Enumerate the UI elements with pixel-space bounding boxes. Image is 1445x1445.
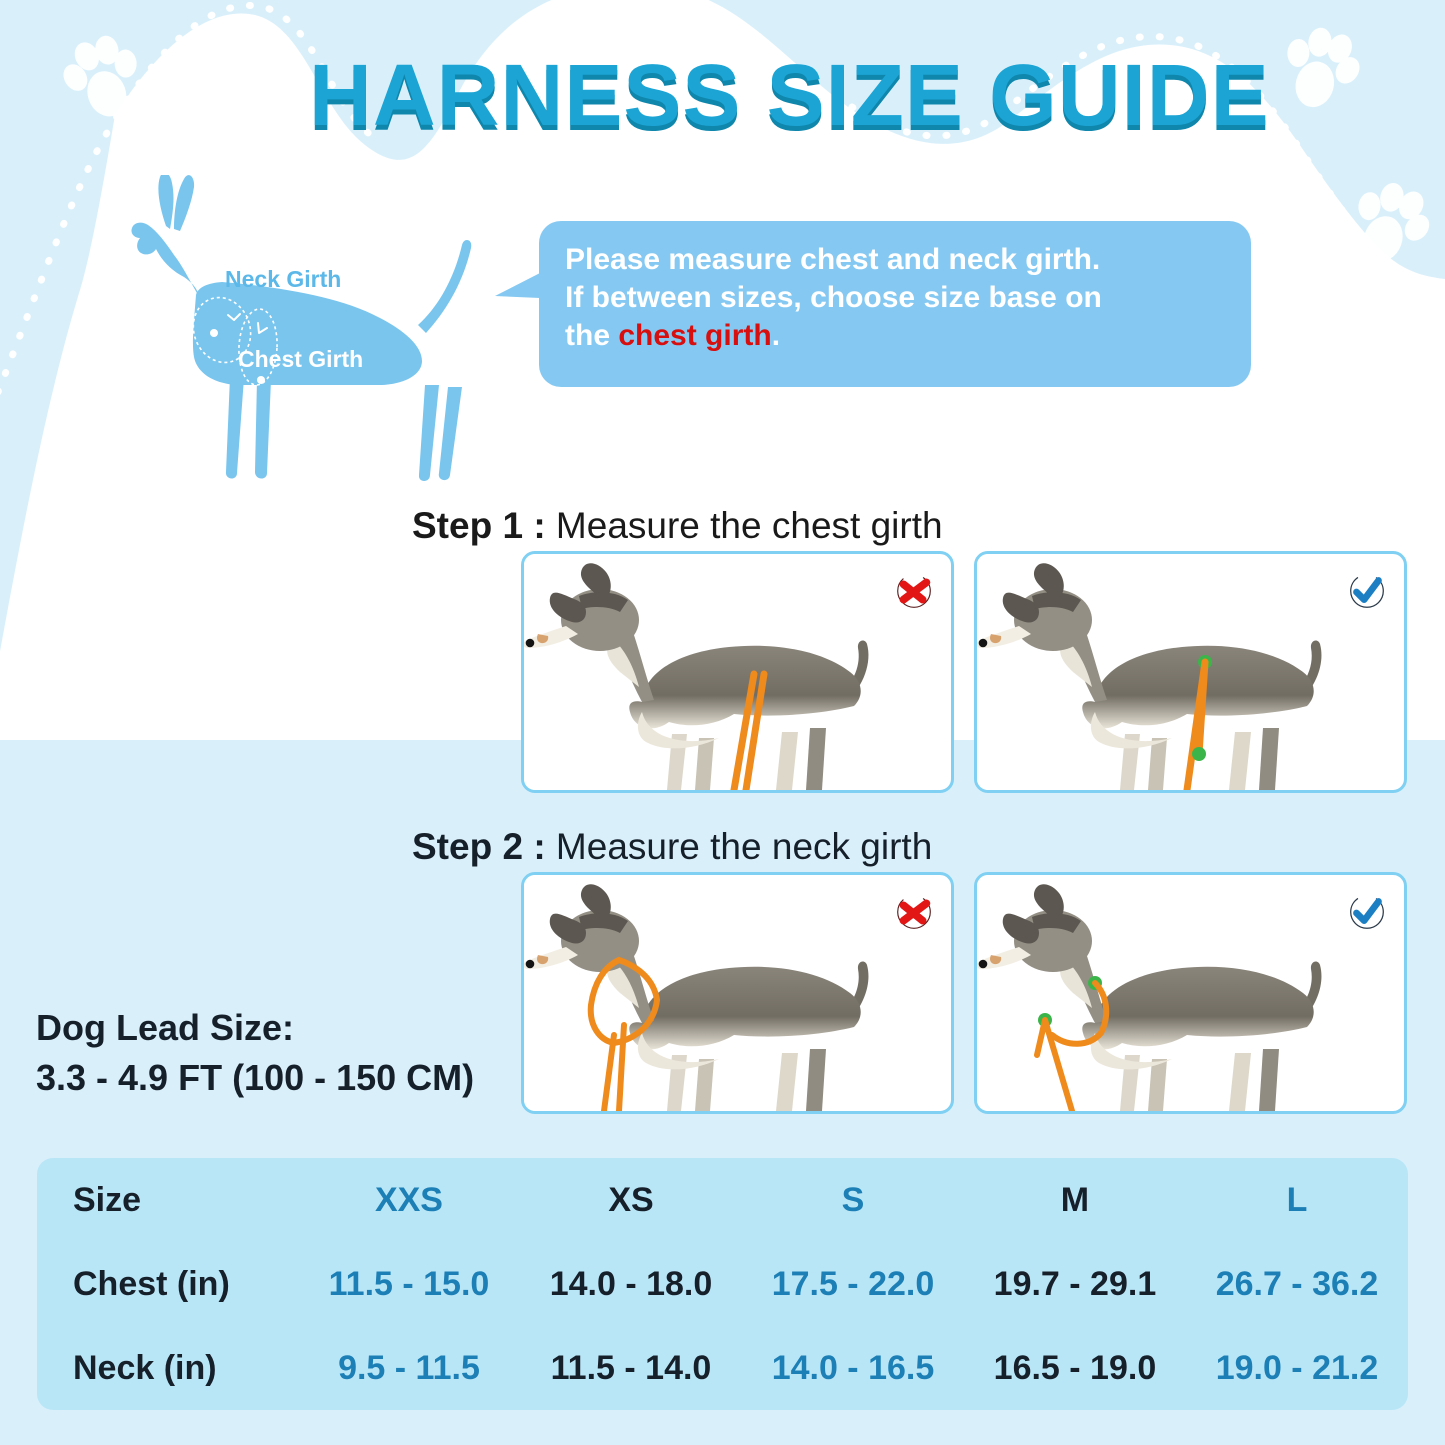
svg-text:Neck Girth: Neck Girth xyxy=(225,266,341,292)
svg-text:Chest Girth: Chest Girth xyxy=(238,346,363,372)
